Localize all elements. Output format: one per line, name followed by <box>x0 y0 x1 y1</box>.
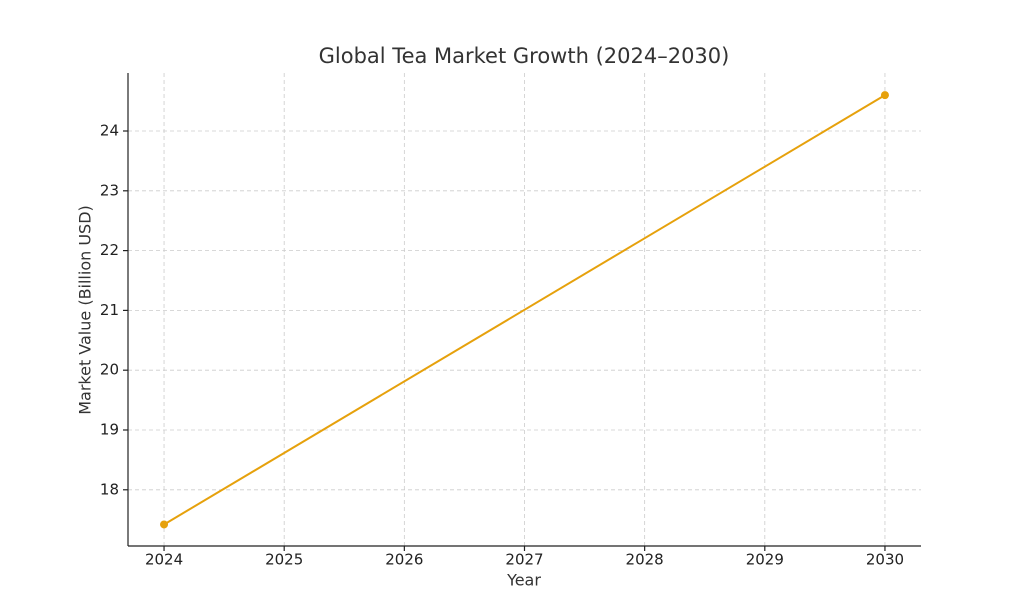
x-tick-label: 2026 <box>385 551 423 569</box>
data-point <box>880 91 889 100</box>
x-tick-label: 2024 <box>145 551 183 569</box>
data-point <box>160 520 169 529</box>
x-tick-label: 2027 <box>505 551 543 569</box>
y-tick-label: 22 <box>100 241 119 259</box>
data-line <box>163 94 886 526</box>
y-tick-label: 21 <box>100 301 119 319</box>
y-tick-label: 18 <box>100 480 119 498</box>
y-axis-label: Market Value (Billion USD) <box>76 205 95 415</box>
y-tick-label: 19 <box>100 420 119 438</box>
y-tick-label: 20 <box>100 361 119 379</box>
x-tick-label: 2028 <box>626 551 664 569</box>
x-tick-label: 2029 <box>746 551 784 569</box>
chart-title: Global Tea Market Growth (2024–2030) <box>319 44 730 68</box>
x-axis-label: Year <box>506 571 541 590</box>
y-tick-label: 24 <box>100 122 119 140</box>
x-tick-label: 2025 <box>265 551 303 569</box>
x-tick-label: 2030 <box>866 551 904 569</box>
y-tick-label: 23 <box>100 181 119 199</box>
